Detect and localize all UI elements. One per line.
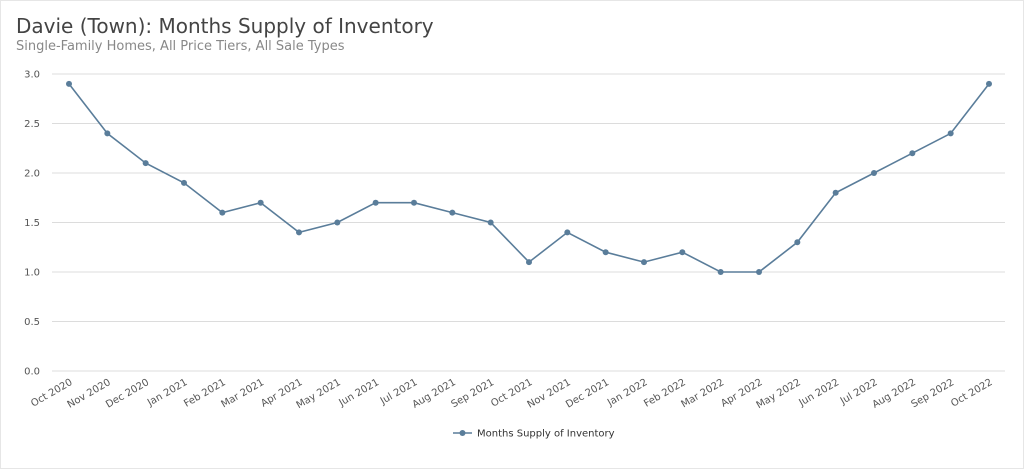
x-tick-label: Jan 2022 [605, 377, 650, 409]
data-point [487, 219, 494, 226]
y-tick-label: 3.0 [24, 70, 40, 81]
data-point [909, 150, 916, 157]
data-point [602, 249, 609, 256]
data-point [411, 199, 417, 206]
x-tick-label: Aug 2021 [411, 377, 458, 411]
data-point [871, 170, 877, 176]
y-tick-label: 2.0 [24, 169, 40, 180]
x-tick-label: Jun 2022 [796, 377, 841, 409]
data-point [142, 160, 149, 167]
chart-subtitle: Single-Family Homes, All Price Tiers, Al… [16, 39, 345, 54]
data-point [104, 130, 111, 137]
data-point [296, 229, 302, 236]
data-point [257, 199, 264, 206]
x-tick-label: Jun 2021 [336, 377, 381, 409]
x-tick-label: Aug 2022 [871, 377, 918, 411]
y-tick-label: 2.5 [24, 119, 40, 130]
data-point [219, 209, 226, 216]
chart-title: Davie (Town): Months Supply of Inventory [16, 14, 434, 38]
x-tick-label: Mar 2022 [680, 377, 727, 410]
data-point [756, 269, 762, 275]
y-tick-label: 1.0 [24, 268, 40, 279]
data-point [334, 219, 341, 226]
data-point [641, 259, 647, 266]
data-point [181, 179, 187, 186]
data-point [564, 229, 571, 236]
data-point [449, 209, 456, 216]
x-tick-label: Mar 2021 [220, 377, 267, 410]
data-point [717, 269, 724, 275]
x-tick-label: Jan 2021 [145, 377, 190, 409]
series-line [68, 83, 990, 273]
legend-label: Months Supply of Inventory [477, 429, 615, 440]
data-point [794, 239, 801, 246]
x-tick-label: Oct 2022 [949, 377, 994, 409]
y-tick-label: 0.5 [24, 317, 40, 328]
y-tick-label: 1.5 [24, 218, 40, 229]
data-point [679, 249, 686, 256]
data-point [526, 259, 532, 266]
data-point [66, 80, 72, 87]
x-tick-label: Dec 2021 [564, 377, 611, 411]
data-point [986, 80, 992, 87]
legend-marker [459, 430, 466, 436]
x-tick-label: Sep 2022 [910, 377, 957, 410]
y-tick-label: 0.0 [24, 367, 40, 378]
x-tick-label: Dec 2020 [104, 377, 151, 411]
data-point [947, 130, 954, 137]
data-point [372, 199, 379, 206]
data-point [832, 189, 839, 196]
x-tick-label: Sep 2021 [450, 377, 497, 410]
